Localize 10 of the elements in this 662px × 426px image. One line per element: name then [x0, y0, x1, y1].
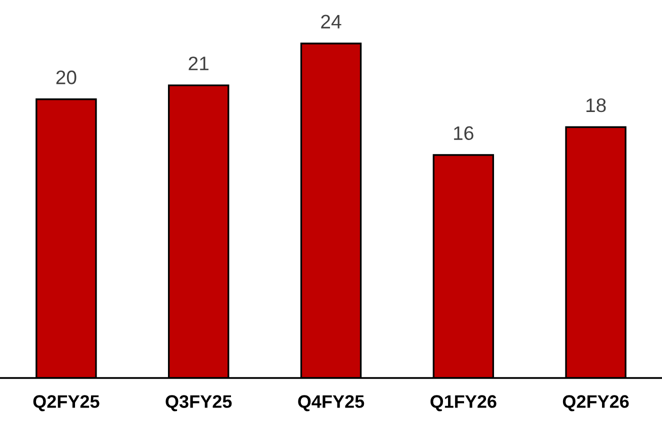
x-tick-label: Q2FY25 [33, 395, 100, 412]
data-label: 18 [586, 98, 606, 112]
data-label: 16 [454, 126, 474, 140]
data-label: 21 [188, 56, 208, 70]
data-label: 20 [56, 70, 76, 84]
x-tick-label: Q4FY25 [298, 395, 364, 412]
x-tick-label: Q2FY26 [562, 395, 629, 412]
x-tick-label: Q3FY25 [166, 395, 232, 412]
data-label: 24 [321, 14, 342, 28]
x-tick-label: Q1FY26 [430, 395, 496, 412]
